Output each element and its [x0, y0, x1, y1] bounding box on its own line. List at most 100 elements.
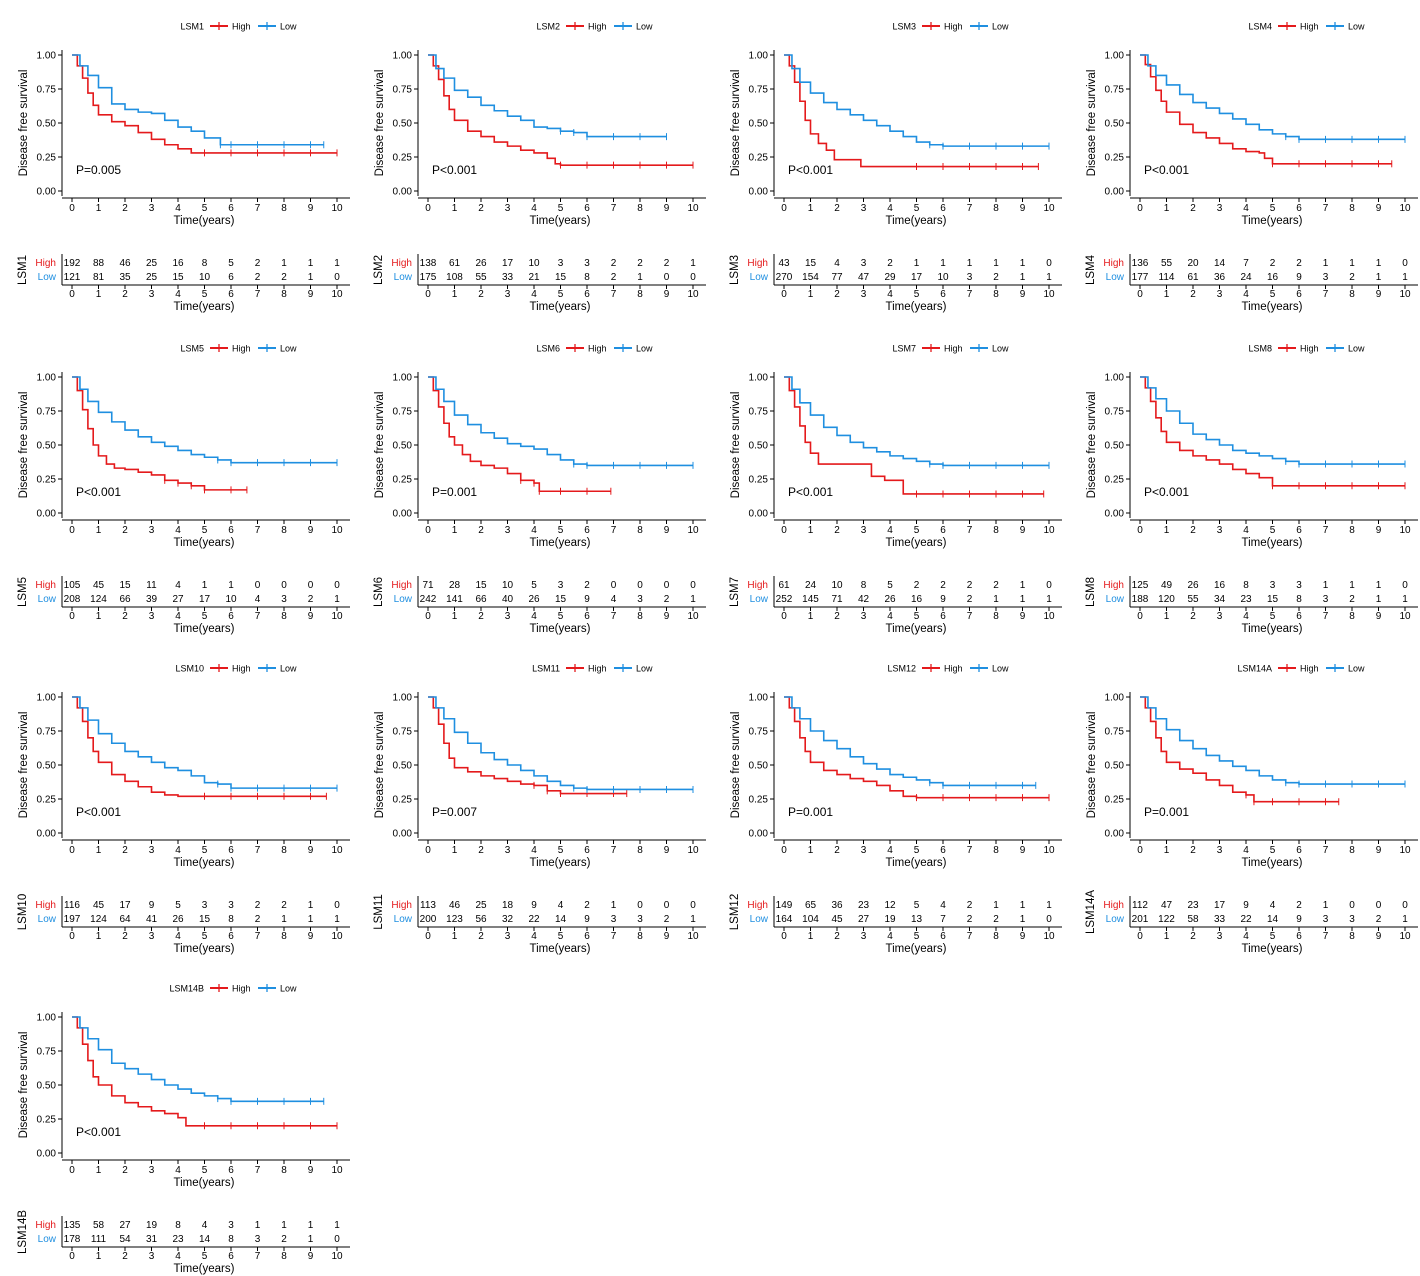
y-tick-label: 1.00: [393, 373, 413, 384]
risk-x-tick-label: 0: [69, 289, 75, 300]
x-tick-label: 7: [255, 525, 261, 536]
legend-high-label: High: [944, 344, 963, 354]
x-tick-label: 10: [687, 203, 699, 214]
y-tick-label: 0.50: [749, 441, 769, 452]
km-curve-low: [428, 696, 693, 791]
y-tick-label: 0.75: [37, 407, 57, 418]
x-tick-label: 5: [202, 203, 208, 214]
risk-count-high: 16: [1214, 580, 1226, 591]
y-tick-label: 1.00: [37, 693, 57, 704]
risk-row-label-high: High: [391, 900, 412, 911]
risk-count-high: 0: [281, 580, 287, 591]
risk-x-tick-label: 2: [478, 931, 484, 942]
x-tick-label: 10: [1399, 845, 1411, 856]
x-tick-label: 6: [940, 845, 946, 856]
risk-row-label-low: Low: [750, 272, 769, 283]
km-curve-low: [784, 696, 1036, 787]
y-axis-title: Disease free survival: [730, 392, 742, 499]
x-tick-label: 0: [425, 845, 431, 856]
risk-x-tick-label: 4: [175, 1251, 181, 1262]
km-curve-high: [1140, 376, 1405, 487]
risk-count-high: 105: [64, 580, 81, 591]
risk-x-tick-label: 1: [96, 611, 102, 622]
risk-x-tick-label: 9: [1020, 289, 1026, 300]
risk-x-tick-label: 3: [1217, 611, 1223, 622]
risk-count-low: 200: [420, 914, 437, 925]
risk-x-tick-label: 0: [781, 289, 787, 300]
y-tick-label: 0.75: [37, 727, 57, 738]
risk-x-tick-label: 10: [1399, 611, 1411, 622]
risk-count-low: 2: [1349, 272, 1355, 283]
y-tick-label: 0.75: [393, 85, 413, 96]
risk-count-high: 4: [940, 900, 946, 911]
risk-table-gene: LSM5: [17, 577, 29, 607]
x-tick-label: 6: [940, 525, 946, 536]
risk-count-high: 1: [308, 258, 314, 269]
y-tick-label: 0.25: [393, 153, 413, 164]
x-tick-label: 2: [834, 525, 840, 536]
risk-x-tick-label: 10: [1043, 611, 1055, 622]
risk-x-tick-label: 8: [281, 611, 287, 622]
y-axis-title: Disease free survival: [18, 70, 30, 177]
risk-row-label-low: Low: [38, 272, 57, 283]
risk-row-label-high: High: [391, 580, 412, 591]
risk-x-tick-label: 5: [202, 289, 208, 300]
risk-x-tick-label: 10: [1399, 289, 1411, 300]
risk-count-high: 45: [93, 580, 105, 591]
risk-count-low: 8: [1296, 594, 1302, 605]
risk-x-tick-label: 8: [637, 611, 643, 622]
y-tick-label: 0.25: [749, 795, 769, 806]
y-axis-title: Disease free survival: [374, 712, 386, 819]
p-value: P<0.001: [76, 1125, 121, 1139]
risk-x-tick-label: 7: [255, 931, 261, 942]
legend-high-label: High: [232, 984, 251, 994]
risk-table-gene: LSM1: [17, 255, 29, 285]
x-tick-label: 2: [122, 1165, 128, 1176]
x-tick-label: 1: [96, 525, 102, 536]
y-tick-label: 1.00: [37, 1013, 57, 1024]
risk-table-gene: LSM8: [1085, 577, 1097, 607]
risk-count-low: 2: [993, 272, 999, 283]
legend-high-label: High: [588, 664, 607, 674]
x-tick-label: 9: [1376, 845, 1382, 856]
x-tick-label: 10: [1043, 845, 1055, 856]
risk-count-low: 252: [776, 594, 793, 605]
x-tick-label: 1: [1164, 525, 1170, 536]
risk-x-axis-title: Time(years): [174, 623, 235, 635]
legend-low-label: Low: [280, 664, 297, 674]
km-panel-lsm6: LSM6 High Low 0.00 0.25 0.50 0.75 1.00 0 1 2 3 4 5 6 7 8…: [373, 344, 706, 635]
risk-x-tick-label: 5: [914, 931, 920, 942]
risk-count-low: 56: [475, 914, 487, 925]
p-value: P=0.001: [432, 485, 477, 499]
risk-count-low: 3: [611, 914, 617, 925]
risk-count-high: 1: [1376, 580, 1382, 591]
x-tick-label: 8: [281, 1165, 287, 1176]
risk-count-low: 208: [64, 594, 81, 605]
risk-count-high: 25: [146, 258, 158, 269]
risk-x-tick-label: 1: [452, 289, 458, 300]
risk-x-tick-label: 3: [861, 611, 867, 622]
x-tick-label: 3: [149, 525, 155, 536]
risk-count-low: 242: [420, 594, 437, 605]
x-tick-label: 5: [202, 525, 208, 536]
risk-count-low: 120: [1158, 594, 1175, 605]
risk-count-low: 55: [1187, 594, 1199, 605]
risk-x-tick-label: 6: [228, 1251, 234, 1262]
y-tick-label: 0.50: [37, 761, 57, 772]
risk-x-tick-label: 9: [1376, 611, 1382, 622]
x-tick-label: 5: [1270, 203, 1276, 214]
risk-x-tick-label: 0: [781, 931, 787, 942]
risk-x-tick-label: 1: [808, 611, 814, 622]
p-value: P<0.001: [1144, 485, 1189, 499]
risk-count-low: 2: [664, 914, 670, 925]
risk-count-high: 1: [1349, 258, 1355, 269]
km-curve-high: [784, 376, 1044, 495]
risk-count-low: 2: [281, 272, 287, 283]
risk-x-tick-label: 6: [228, 611, 234, 622]
risk-x-tick-label: 3: [861, 931, 867, 942]
risk-count-high: 15: [119, 580, 131, 591]
risk-count-low: 34: [1214, 594, 1226, 605]
x-tick-label: 6: [228, 203, 234, 214]
risk-count-low: 15: [555, 594, 567, 605]
